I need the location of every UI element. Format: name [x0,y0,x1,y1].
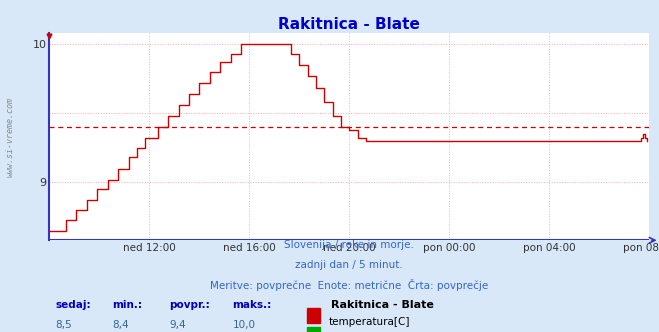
Text: Meritve: povprečne  Enote: metrične  Črta: povprečje: Meritve: povprečne Enote: metrične Črta:… [210,279,488,291]
Text: sedaj:: sedaj: [55,300,91,310]
Text: www.si-vreme.com: www.si-vreme.com [6,97,15,177]
Text: 9,4: 9,4 [169,319,186,330]
Text: 8,5: 8,5 [55,319,72,330]
Bar [307,308,320,323]
Text: 10,0: 10,0 [233,319,255,330]
Text: Slovenija / reke in morje.: Slovenija / reke in morje. [284,240,415,250]
Text: povpr.:: povpr.: [169,300,210,310]
Title: Rakitnica - Blate: Rakitnica - Blate [278,17,420,32]
Text: 8,4: 8,4 [113,319,129,330]
Bar [307,327,320,332]
Text: temperatura[C]: temperatura[C] [328,317,410,327]
Text: zadnji dan / 5 minut.: zadnji dan / 5 minut. [295,260,403,270]
Text: maks.:: maks.: [233,300,272,310]
Text: Rakitnica - Blate: Rakitnica - Blate [331,300,434,310]
Text: min.:: min.: [113,300,142,310]
